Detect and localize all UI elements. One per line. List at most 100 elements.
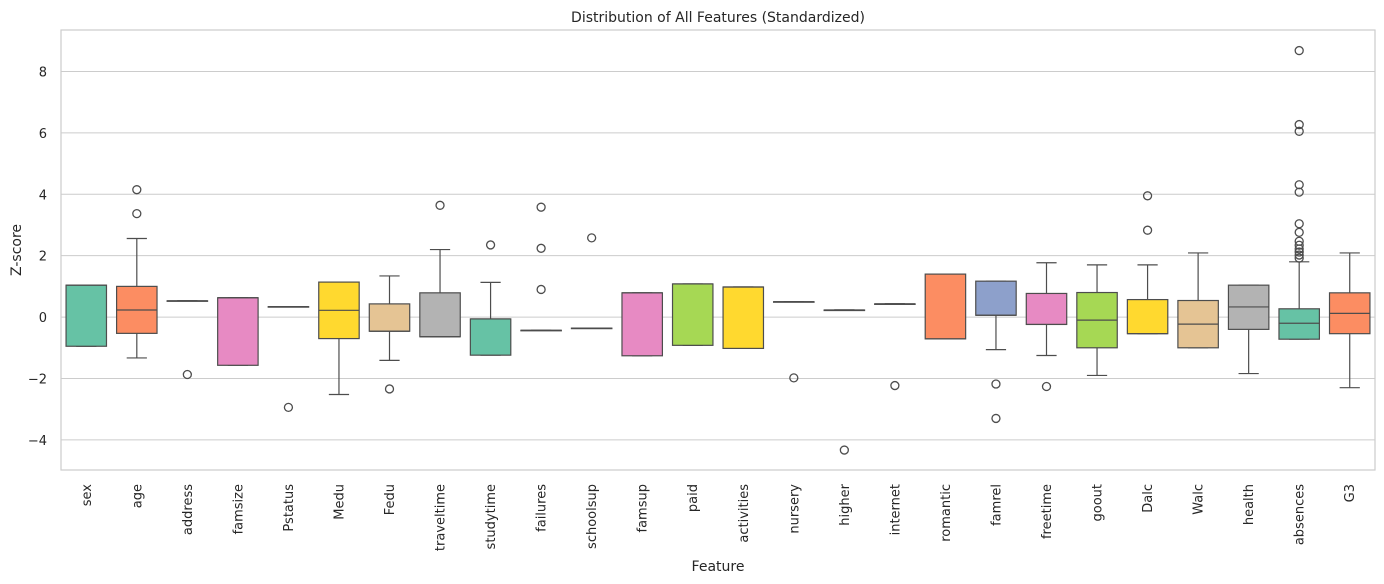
x-tick-label: Fedu — [383, 484, 398, 515]
y-tick-label: −2 — [28, 372, 47, 387]
x-tick-label: romantic — [939, 484, 954, 542]
box-iqr — [65, 284, 108, 347]
outlier-point — [536, 243, 546, 253]
box-iqr — [419, 292, 461, 338]
outlier-point — [485, 240, 496, 250]
box-age — [115, 185, 158, 359]
outlier-point — [536, 284, 546, 295]
outlier-point — [1294, 180, 1304, 190]
box-Dalc — [1126, 191, 1169, 335]
outlier-point — [1294, 253, 1304, 263]
y-tick-label: 6 — [39, 127, 47, 142]
box-G3 — [1328, 252, 1371, 389]
box-freetime — [1025, 262, 1068, 392]
outlier-point — [1294, 219, 1304, 229]
box-Walc — [1177, 252, 1219, 349]
outlier-point — [536, 202, 546, 212]
outlier-point — [132, 208, 142, 219]
box-iqr — [368, 303, 411, 332]
outlier-point — [132, 185, 142, 195]
outlier-point — [1142, 191, 1153, 201]
outlier-point — [1294, 227, 1304, 237]
x-tick-label: failures — [535, 484, 550, 532]
outlier-point — [890, 380, 900, 391]
x-tick-labels: sex age address famsize Pstatus Medu Fedu trave… — [80, 483, 1358, 551]
x-tick-label: schoolsup — [585, 484, 600, 549]
box-iqr — [217, 297, 259, 366]
box-famrel — [975, 280, 1017, 424]
outlier-point — [991, 413, 1001, 424]
box-absences — [1278, 45, 1321, 340]
x-tick-label: famsup — [636, 484, 651, 532]
y-tick-label: 0 — [39, 311, 47, 326]
box-Fedu — [368, 275, 411, 394]
outlier-point — [839, 445, 849, 455]
box-higher — [823, 309, 866, 455]
plot-area-frame — [60, 29, 1376, 471]
x-tick-label: freetime — [1040, 484, 1055, 539]
box-internet — [874, 303, 916, 391]
box-iqr — [1278, 308, 1321, 340]
box-address — [166, 300, 209, 380]
x-tick-label: traveltime — [434, 484, 449, 551]
outlier-point — [283, 402, 294, 413]
x-tick-label: absences — [1293, 484, 1308, 545]
x-tick-label: activities — [737, 484, 752, 543]
box-sex — [65, 284, 108, 347]
box-famsup — [621, 292, 664, 357]
outlier-point — [789, 373, 799, 383]
y-tick-label: 2 — [39, 250, 47, 265]
x-tick-label: famsize — [231, 484, 246, 534]
box-iqr — [469, 318, 512, 356]
outlier-point — [1294, 247, 1304, 257]
box-iqr — [924, 273, 967, 340]
outlier-point — [1294, 240, 1304, 250]
box-paid — [671, 283, 714, 346]
box-iqr — [1126, 298, 1169, 335]
outlier-point — [384, 384, 395, 394]
outlier-point — [1041, 381, 1052, 392]
x-tick-label: Walc — [1192, 484, 1207, 515]
x-tick-label: Pstatus — [282, 484, 297, 532]
y-gridlines — [61, 70, 1375, 441]
box-famsize — [217, 297, 259, 366]
box-Medu — [318, 281, 360, 396]
x-tick-label: goout — [1091, 484, 1106, 522]
outlier-point — [1294, 126, 1304, 136]
x-tick-label: Dalc — [1141, 484, 1156, 513]
outlier-point — [1142, 225, 1153, 235]
box-iqr — [621, 292, 664, 357]
y-tick-label: −4 — [28, 434, 47, 449]
box-activities — [722, 286, 765, 350]
y-axis-label: Z-score — [9, 224, 25, 276]
x-tick-label: famrel — [989, 484, 1004, 526]
outlier-point — [1294, 45, 1304, 56]
box-iqr — [1025, 292, 1068, 326]
box-failures — [520, 202, 562, 332]
x-axis-label: Feature — [692, 559, 745, 575]
x-tick-label: age — [130, 484, 145, 508]
outlier-point — [1294, 236, 1304, 246]
box-iqr — [975, 280, 1017, 316]
box-series — [65, 45, 1371, 455]
x-tick-label: health — [1242, 484, 1257, 525]
x-tick-label: higher — [838, 483, 853, 525]
box-goout — [1076, 264, 1118, 377]
x-tick-label: paid — [686, 484, 701, 512]
y-tick-label: 8 — [39, 65, 47, 80]
box-Pstatus — [267, 306, 310, 413]
outlier-point — [991, 379, 1001, 389]
chart-title: Distribution of All Features (Standardiz… — [571, 10, 865, 26]
x-tick-label: G3 — [1343, 484, 1358, 502]
y-tick-labels: −4 −2 0 2 4 6 8 — [28, 65, 47, 448]
outlier-point — [435, 200, 445, 210]
box-iqr — [722, 286, 765, 350]
box-schoolsup — [570, 233, 613, 330]
box-health — [1227, 284, 1270, 375]
box-iqr — [671, 283, 714, 346]
x-tick-label: internet — [888, 484, 903, 535]
outlier-point — [587, 233, 597, 243]
outlier-point — [182, 369, 192, 380]
y-tick-label: 4 — [39, 188, 47, 203]
